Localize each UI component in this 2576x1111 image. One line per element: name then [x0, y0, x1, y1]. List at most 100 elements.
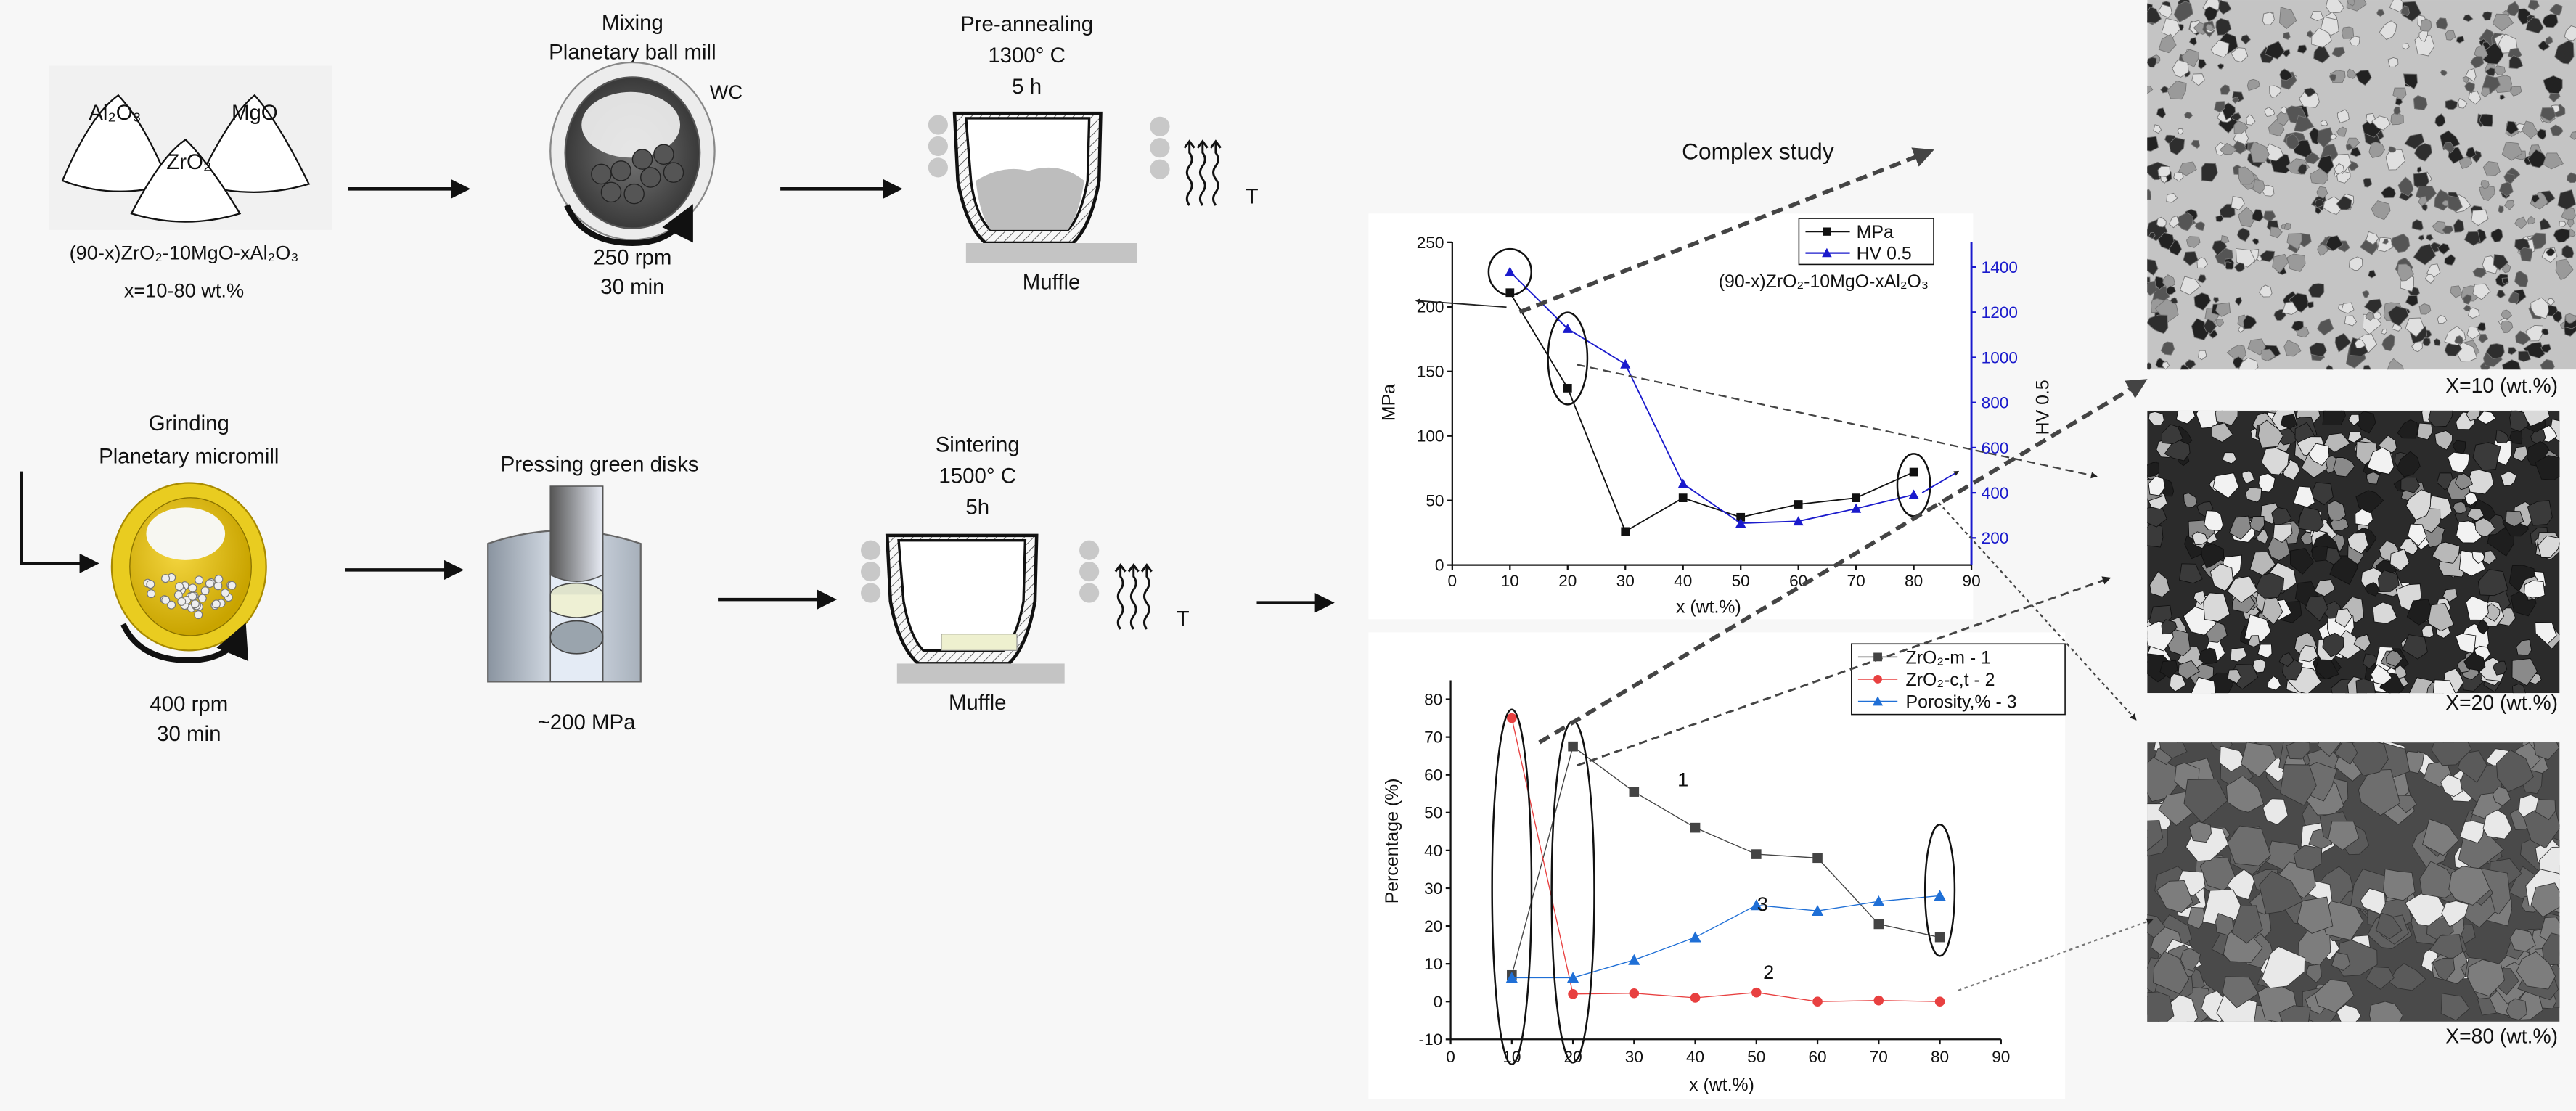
grain [2320, 120, 2328, 126]
grain [2387, 358, 2404, 370]
grain [2205, 23, 2214, 32]
grain [2166, 285, 2176, 295]
strength-hardness-chart: 0 10 20 30 40 50 60 70 80 90050100150200250200400… [1379, 218, 2053, 617]
triangle-marker [1793, 516, 1804, 526]
curve-label: 3 [1757, 893, 1768, 915]
grain [2376, 9, 2385, 17]
grain [2508, 291, 2520, 303]
legend-box [1798, 218, 1934, 266]
grain [2162, 361, 2170, 370]
grain [2549, 3, 2563, 16]
grain [2147, 991, 2175, 1022]
square-marker [1678, 493, 1688, 503]
grain [2280, 764, 2317, 806]
square-marker [1873, 652, 1882, 662]
grain [2147, 362, 2152, 370]
grain [2211, 422, 2233, 443]
grain [2554, 40, 2575, 65]
circle-marker [1873, 995, 1884, 1006]
grain [2407, 523, 2427, 547]
grain [2214, 101, 2226, 113]
grinding-ball [194, 610, 203, 620]
grain [2244, 614, 2271, 642]
grain [2396, 451, 2421, 477]
zro2-label: ZrO₂ [166, 150, 211, 174]
grain [2269, 226, 2283, 239]
grain [2347, 0, 2355, 7]
grain [2188, 37, 2197, 46]
square-marker [1823, 227, 1831, 236]
grain [2422, 819, 2459, 856]
triangle-marker [1562, 323, 1573, 333]
grain [2148, 476, 2166, 496]
grain [2390, 112, 2404, 126]
grinding-time: 30 min [157, 722, 221, 746]
grain [2231, 47, 2249, 63]
grain [2148, 411, 2164, 426]
grain [2341, 302, 2355, 314]
grain [2210, 39, 2230, 58]
grain [2496, 290, 2506, 299]
grain [2567, 218, 2575, 228]
grain [2363, 178, 2373, 188]
sintering-time: 5h [965, 495, 989, 519]
grain [2161, 619, 2178, 635]
composition-formula: (90-x)ZrO₂-10MgO-xAl₂O₃ [70, 242, 299, 264]
grain [2247, 338, 2266, 356]
circle-marker [1934, 996, 1945, 1007]
grain [2157, 232, 2175, 250]
grain [2344, 315, 2358, 327]
grain [2391, 233, 2411, 253]
grain [2482, 550, 2498, 565]
grain [2463, 305, 2471, 311]
grain [2385, 149, 2406, 171]
y2-tick-label: 1000 [1982, 348, 2018, 366]
jar-material-label: WC [710, 81, 743, 103]
grain [2448, 866, 2491, 906]
sem-micrograph-x20 [2147, 410, 2560, 694]
grain [2388, 146, 2396, 153]
highlight-ellipse [1491, 708, 1533, 1065]
mixing-time: 30 min [600, 275, 664, 299]
x-tick-label: 50 [1732, 572, 1750, 590]
grain [2333, 456, 2355, 477]
composition-range: x=10-80 wt.% [124, 279, 244, 302]
composition-annotation: (90-x)ZrO₂-10MgO-xAl₂O₃ [1719, 271, 1929, 292]
grain [2355, 490, 2384, 514]
grain [2170, 297, 2178, 304]
grain [2325, 235, 2344, 252]
grain [2252, 179, 2266, 194]
grain [2312, 545, 2331, 562]
grain [2372, 602, 2397, 624]
grain [2286, 233, 2302, 250]
grain [2456, 36, 2465, 44]
triangle-marker [1505, 266, 1516, 276]
grain [2540, 107, 2556, 122]
legend-label: MPa [1857, 222, 1894, 242]
triangle-marker [1872, 696, 1884, 706]
x-tick-label: 80 [1931, 1048, 1949, 1066]
grain [2309, 342, 2327, 358]
grain [2193, 590, 2207, 605]
grain [2375, 912, 2403, 940]
grain [2159, 660, 2178, 679]
grain [2220, 235, 2230, 244]
grain [2501, 309, 2513, 319]
x-tick-label: 20 [1558, 572, 1577, 590]
grain [2479, 113, 2493, 127]
grain [2413, 143, 2432, 162]
grain [2405, 317, 2425, 337]
mixing-speed: 250 rpm [593, 245, 671, 269]
grain [2472, 267, 2487, 279]
grinding-ball [221, 589, 230, 598]
grain [2289, 548, 2315, 575]
grain [2297, 44, 2307, 54]
grain [2347, 431, 2363, 443]
x-tick-label: 40 [1686, 1048, 1704, 1066]
grinding-ball [190, 599, 200, 609]
grain [2222, 976, 2259, 1009]
grain [2472, 283, 2491, 300]
grain [2197, 274, 2207, 284]
micrograph-label: X=10 (wt.%) [2445, 374, 2558, 397]
grain [2231, 195, 2245, 210]
